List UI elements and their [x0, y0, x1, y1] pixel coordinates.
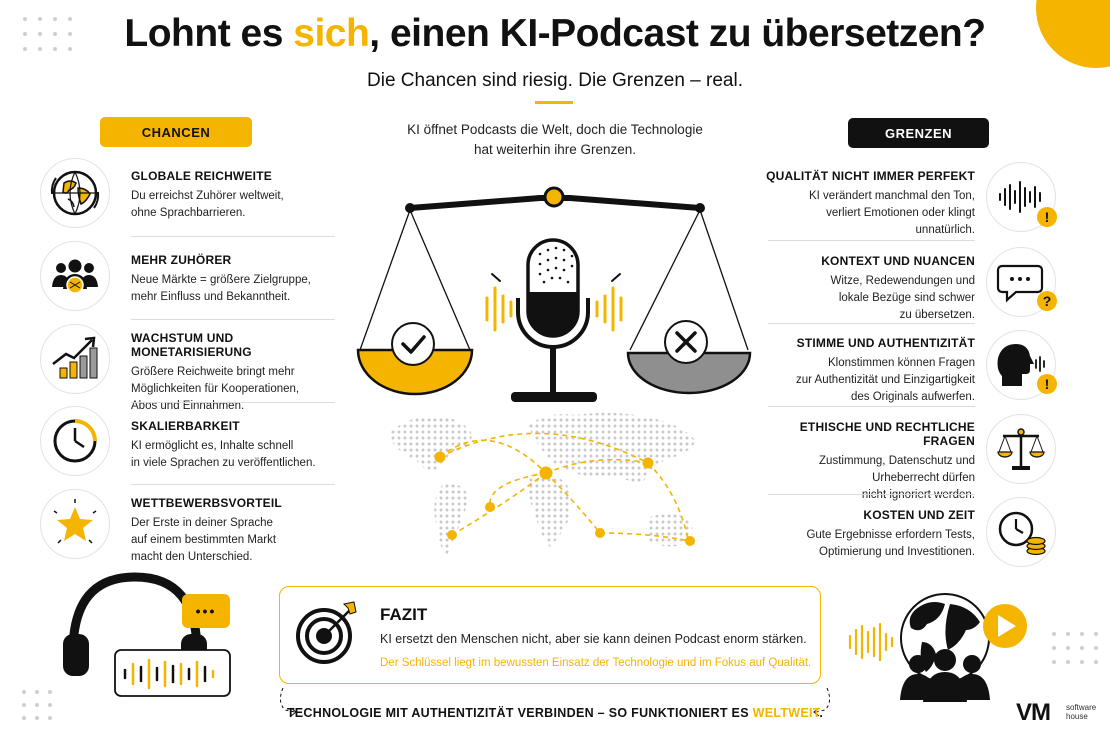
grenzen-item-title: STIMME UND AUTHENTIZITÄT	[796, 336, 975, 350]
target-icon	[296, 601, 357, 664]
grenzen-item-5: KOSTEN UND ZEIT Gute Ergebnisse erforder…	[760, 508, 975, 561]
chancen-label: CHANCEN	[100, 117, 252, 147]
divider	[768, 323, 975, 324]
globe-audience-illustration	[848, 593, 1027, 702]
chancen-item-text: Größere Reichweite bringt mehr Möglichkei…	[131, 366, 300, 412]
grenzen-item-title: KONTEXT UND NUANCEN	[821, 254, 975, 268]
clock-icon	[53, 419, 97, 463]
divider	[131, 484, 335, 485]
chancen-icon-1	[40, 158, 110, 228]
grenzen-icon-4	[986, 414, 1056, 484]
grenzen-item-text: Gute Ergebnisse erfordern Tests, Optimier…	[806, 529, 975, 558]
chancen-item-text: Du erreichst Zuhörer weltweit, ohne Sprac…	[131, 190, 284, 219]
audience-icon	[52, 259, 98, 294]
chat-bubble-icon	[996, 264, 1044, 303]
chancen-item-title: WACHSTUM UND MONETARISIERUNG	[131, 331, 252, 359]
grenzen-item-text: KI verändert manchmal den Ton, verliert E…	[809, 190, 975, 236]
page-subtitle: Die Chancen sind riesig. Die Grenzen – r…	[367, 70, 743, 91]
chancen-item-title: SKALIERBARKEIT	[131, 419, 240, 433]
grenzen-item-text: Zustimmung, Datenschutz und Urheberrecht …	[819, 455, 975, 501]
grenzen-icon-1	[986, 162, 1056, 232]
warning-badge-icon: !	[1037, 374, 1057, 394]
divider	[131, 236, 335, 237]
grenzen-item-1: QUALITÄT NICHT IMMER PERFEKT KI veränder…	[760, 169, 975, 239]
chancen-item-text: Der Erste in deiner Sprache auf einem bes…	[131, 517, 277, 563]
grenzen-item-text: Klonstimmen können Fragen zur Authentizit…	[796, 357, 975, 403]
grenzen-item-title: ETHISCHE UND RECHTLICHE FRAGEN	[799, 420, 975, 448]
grenzen-item-title: KOSTEN UND ZEIT	[863, 508, 975, 522]
fazit-title: FAZIT	[380, 605, 428, 624]
chancen-item-3: WACHSTUM UND MONETARISIERUNG Größere Rei…	[131, 331, 341, 415]
grenzen-item-text: Witze, Redewendungen und lokale Bezüge si…	[830, 275, 976, 321]
company-logo-subtext: software house	[1066, 703, 1097, 721]
chancen-item-title: WETTBEWERBSVORTEIL	[131, 496, 282, 510]
chancen-icon-4	[40, 406, 110, 476]
grenzen-item-2: KONTEXT UND NUANCEN Witze, Redewendungen…	[760, 254, 975, 324]
chancen-item-title: MEHR ZUHÖRER	[131, 253, 232, 267]
tagline-arrows	[279, 687, 831, 717]
fazit-text: KI ersetzt den Menschen nicht, aber sie …	[380, 632, 807, 646]
company-logo: VM	[1016, 699, 1051, 726]
divider	[768, 494, 975, 495]
dot-grid-decoration	[23, 17, 72, 51]
world-map-illustration	[388, 412, 696, 557]
star-icon	[53, 499, 97, 544]
globe-icon	[50, 170, 100, 216]
divider	[131, 319, 335, 320]
dot-grid-decoration	[22, 690, 52, 720]
grenzen-label: GRENZEN	[848, 118, 989, 148]
chancen-item-1: GLOBALE REICHWEITE Du erreichst Zuhörer …	[131, 169, 341, 222]
fazit-key-message: Der Schlüssel liegt im bewussten Einsatz…	[380, 657, 812, 669]
warning-badge-icon: !	[1037, 207, 1057, 227]
page-title: Lohnt es sich, einen KI-Podcast zu übers…	[124, 12, 986, 55]
divider	[768, 406, 975, 407]
question-badge-icon: ?	[1037, 291, 1057, 311]
headphones-illustration	[63, 572, 231, 697]
grenzen-item-3: STIMME UND AUTHENTIZITÄT Klonstimmen kön…	[760, 336, 975, 406]
chancen-icon-5	[40, 489, 110, 559]
fazit-panel	[279, 586, 821, 684]
grenzen-icon-5	[986, 497, 1056, 567]
waveform-icon	[999, 181, 1041, 213]
growth-chart-icon	[52, 336, 98, 379]
chancen-item-5: WETTBEWERBSVORTEIL Der Erste in deiner S…	[131, 496, 341, 566]
chancen-item-text: Neue Märkte = größere Zielgruppe, mehr Ei…	[131, 274, 311, 303]
grenzen-item-title: QUALITÄT NICHT IMMER PERFEKT	[766, 169, 975, 183]
voice-head-icon	[997, 344, 1045, 386]
chancen-icon-2	[40, 241, 110, 311]
grenzen-item-4: ETHISCHE UND RECHTLICHE FRAGEN Zustimmun…	[760, 420, 975, 504]
chancen-item-4: SKALIERBARKEIT KI ermöglicht es, Inhalte…	[131, 419, 341, 472]
chancen-item-text: KI ermöglicht es, Inhalte schnell in viel…	[131, 440, 316, 469]
chancen-icon-3	[40, 324, 110, 394]
divider	[768, 240, 975, 241]
scales-icon	[997, 428, 1045, 470]
chancen-item-title: GLOBALE REICHWEITE	[131, 169, 272, 183]
balance-scale-illustration	[356, 186, 752, 402]
subtitle-underline	[535, 101, 573, 104]
dot-grid-decoration	[1052, 632, 1098, 664]
clock-coins-icon	[998, 511, 1046, 556]
intro-text: KI öffnet Podcasts die Welt, doch die Te…	[407, 122, 703, 157]
chancen-item-2: MEHR ZUHÖRER Neue Märkte = größere Zielg…	[131, 253, 341, 306]
divider	[131, 402, 335, 403]
tagline: TECHNOLOGIE MIT AUTHENTIZITÄT VERBINDEN …	[286, 706, 824, 720]
speech-bubble-icon: •••	[182, 594, 230, 628]
